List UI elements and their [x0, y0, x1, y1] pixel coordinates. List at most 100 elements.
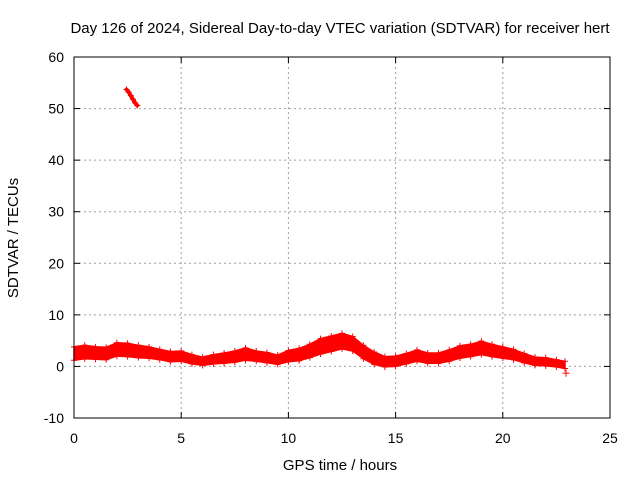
band-marker-lower	[403, 360, 410, 367]
band-marker-lower	[242, 357, 249, 364]
band-marker-lower	[510, 356, 517, 363]
band-marker-upper	[81, 342, 88, 349]
band-marker-upper	[124, 340, 131, 347]
band-marker-lower	[435, 360, 442, 367]
band-marker-upper	[188, 351, 195, 358]
band-marker-upper	[199, 354, 206, 361]
outlier-marker	[127, 92, 134, 99]
isolated-marker	[562, 369, 570, 377]
band-marker-upper	[156, 346, 163, 353]
band-marker-lower	[306, 354, 313, 361]
band-marker-lower	[531, 362, 538, 369]
band-marker-upper	[349, 333, 356, 340]
band-marker-lower	[349, 347, 356, 354]
ticks: 0 5 10 15 20 25 -10 0 10 20 30 40 50 60	[44, 49, 618, 446]
band-marker-lower	[81, 355, 88, 362]
band-marker-upper	[113, 339, 120, 346]
grid	[74, 57, 610, 418]
band-marker-upper	[467, 341, 474, 348]
band-marker-upper	[285, 347, 292, 354]
y-tick-label: 0	[56, 358, 64, 374]
band-marker-upper	[553, 356, 560, 363]
band-marker-upper	[561, 358, 568, 365]
band-marker-upper	[339, 330, 345, 337]
band-marker-upper	[456, 342, 463, 349]
band-marker-lower	[210, 360, 217, 367]
band-marker-lower	[221, 360, 228, 367]
band-marker-lower	[542, 362, 549, 369]
band-marker-upper	[253, 347, 260, 354]
band-marker-upper	[210, 351, 217, 358]
x-axis-label: GPS time / hours	[283, 457, 397, 474]
band-marker-lower	[113, 353, 120, 360]
band-marker-lower	[253, 358, 260, 365]
band-marker-upper	[531, 354, 538, 361]
band-marker-upper	[221, 350, 228, 357]
band-marker-upper	[146, 343, 153, 350]
band-marker-lower	[263, 359, 270, 366]
y-tick-label: 20	[48, 255, 64, 271]
x-tick-label: 25	[602, 430, 618, 446]
y-tick-label: 50	[48, 101, 64, 117]
y-tick-label: 60	[48, 49, 64, 65]
band-marker-lower	[360, 355, 367, 362]
outlier-marker	[129, 96, 136, 103]
band-marker-upper	[167, 348, 174, 355]
band-marker-upper	[360, 342, 367, 349]
x-tick-label: 15	[388, 430, 404, 446]
x-tick-label: 0	[70, 430, 78, 446]
band-marker-lower	[456, 355, 463, 362]
band-marker-upper	[306, 341, 313, 348]
band-marker-upper	[263, 349, 270, 356]
band-marker-upper	[510, 346, 517, 353]
band-marker-upper	[521, 350, 528, 357]
band-marker-upper	[328, 333, 335, 340]
band-marker-upper	[392, 353, 399, 360]
band-marker-lower	[146, 355, 153, 362]
band-marker-lower	[135, 354, 142, 361]
band-marker-upper	[317, 335, 324, 342]
band-marker-upper	[371, 348, 378, 355]
y-tick-label: 30	[48, 204, 64, 220]
band-marker-upper	[403, 350, 410, 357]
band-marker-lower	[553, 363, 560, 370]
band-marker-upper	[499, 343, 506, 350]
band-marker-lower	[446, 358, 453, 365]
band-marker-lower	[178, 358, 185, 365]
x-tick-label: 5	[177, 430, 185, 446]
band-marker-upper	[414, 346, 421, 353]
band-marker-lower	[296, 357, 303, 364]
band-marker-lower	[478, 351, 485, 358]
band-marker-lower	[561, 365, 568, 372]
band-marker-upper	[478, 338, 485, 345]
band-marker-upper	[435, 350, 442, 357]
band-marker-lower	[392, 363, 399, 370]
band-marker-lower	[167, 358, 174, 365]
x-tick-label: 20	[495, 430, 511, 446]
band-marker-lower	[92, 356, 99, 363]
band-marker-upper	[135, 342, 142, 349]
band-marker-lower	[371, 361, 378, 368]
band-marker-lower	[521, 359, 528, 366]
band-marker-lower	[328, 348, 335, 355]
plot-frame	[73, 56, 611, 419]
band-marker-upper	[242, 344, 249, 351]
x-tick-label: 10	[281, 430, 297, 446]
band-marker-lower	[467, 353, 474, 360]
band-marker-upper	[424, 350, 431, 357]
y-tick-label: 10	[48, 307, 64, 323]
band-marker-lower	[285, 358, 292, 365]
y-tick-label: -10	[44, 410, 64, 426]
band-marker-upper	[489, 341, 496, 348]
data-series	[71, 86, 570, 377]
band-marker-lower	[414, 358, 421, 365]
band-marker-lower	[424, 360, 431, 367]
band-marker-lower	[231, 359, 238, 366]
band-marker-lower	[274, 361, 281, 368]
band-marker-lower	[199, 362, 206, 369]
band-marker-upper	[231, 347, 238, 354]
chart-title: Day 126 of 2024, Sidereal Day-to-day VTE…	[70, 20, 610, 37]
band-marker-lower	[499, 355, 506, 362]
